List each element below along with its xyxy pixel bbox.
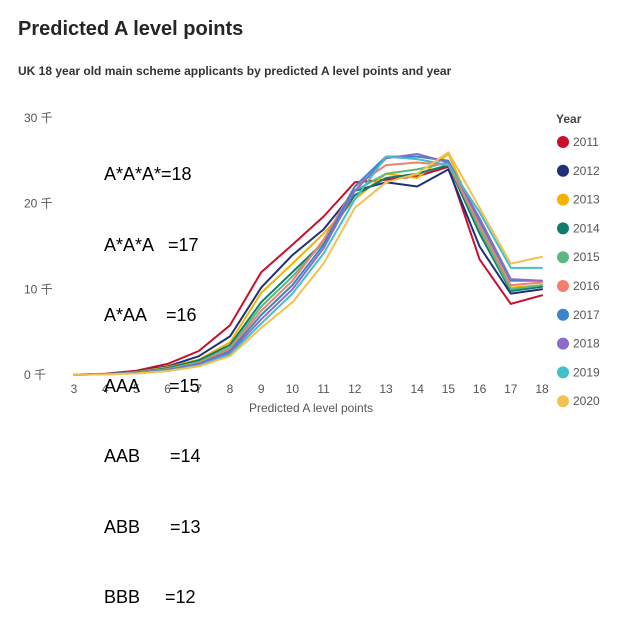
legend-marker-2019 <box>557 366 569 379</box>
annotation-line: AAB =14 <box>104 446 201 466</box>
annotation-line: BBB =12 <box>104 587 196 607</box>
legend-marker-2012 <box>557 164 569 177</box>
legend-marker-2013 <box>557 193 569 206</box>
legend-label: 2012 <box>573 164 600 178</box>
x-tick-label: 9 <box>258 382 265 396</box>
annotation-line: A*A*A =17 <box>104 234 199 255</box>
x-tick-label: 6 <box>164 382 171 396</box>
legend-marker-2014 <box>557 222 569 235</box>
legend-title: Year <box>556 112 582 126</box>
annotation-line: AAA =15 <box>104 375 200 396</box>
x-tick-label: 15 <box>442 382 456 396</box>
legend-marker-2016 <box>557 280 569 292</box>
chart-title: Predicted A level points <box>18 18 244 40</box>
x-tick-label: 13 <box>379 382 393 396</box>
legend-marker-2018 <box>557 337 569 350</box>
legend-label: 2016 <box>573 279 600 293</box>
x-tick-label: 10 <box>286 382 300 396</box>
legend-label: 2019 <box>573 365 600 379</box>
y-tick-label: 0 千 <box>24 368 46 382</box>
x-axis-title: Predicted A level points <box>249 401 373 415</box>
x-tick-label: 11 <box>317 382 330 396</box>
x-tick-label: 14 <box>411 382 425 396</box>
grade-points-annotation: A*A*A*=18 A*A*A =17 A*AA =16 AAA =15 AAB… <box>104 116 201 633</box>
x-tick-label: 12 <box>348 382 362 396</box>
annotation-line: A*A*A*=18 <box>104 164 192 184</box>
chart-subtitle: UK 18 year old main scheme applicants by… <box>18 64 452 78</box>
line-chart: 0 千 10 千 20 千 30 千 3 4 5 6 7 8 9 10 11 12 13 14 15 16 17 1… <box>24 111 600 415</box>
legend-label: 2017 <box>573 308 600 322</box>
annotation-line: ABB =13 <box>104 516 201 537</box>
y-tick-label: 20 千 <box>24 197 53 211</box>
legend-label: 2014 <box>573 221 600 235</box>
legend-label: 2011 <box>573 135 599 149</box>
legend-label: 2015 <box>573 250 600 264</box>
legend-marker-2017 <box>557 308 569 321</box>
annotation-line: A*AA =16 <box>104 305 197 325</box>
legend-marker-2015 <box>557 251 569 264</box>
legend-marker-2011 <box>557 136 569 148</box>
series-line-2011 <box>73 165 543 376</box>
x-tick-label: 7 <box>195 382 202 396</box>
series-line-2020 <box>73 151 543 376</box>
x-tick-label: 4 <box>102 382 109 396</box>
x-tick-label: 17 <box>504 382 518 396</box>
x-tick-label: 18 <box>535 382 549 396</box>
x-tick-label: 5 <box>133 382 140 396</box>
y-tick-label: 30 千 <box>24 111 53 125</box>
x-tick-label: 3 <box>71 382 78 396</box>
legend-label: 2013 <box>573 193 600 207</box>
y-tick-label: 10 千 <box>24 282 53 296</box>
legend-marker-2020 <box>557 395 569 408</box>
x-tick-label: 16 <box>473 382 487 396</box>
x-tick-label: 8 <box>227 382 234 396</box>
legend-label: 2018 <box>573 337 600 351</box>
legend-label: 2020 <box>573 394 600 408</box>
